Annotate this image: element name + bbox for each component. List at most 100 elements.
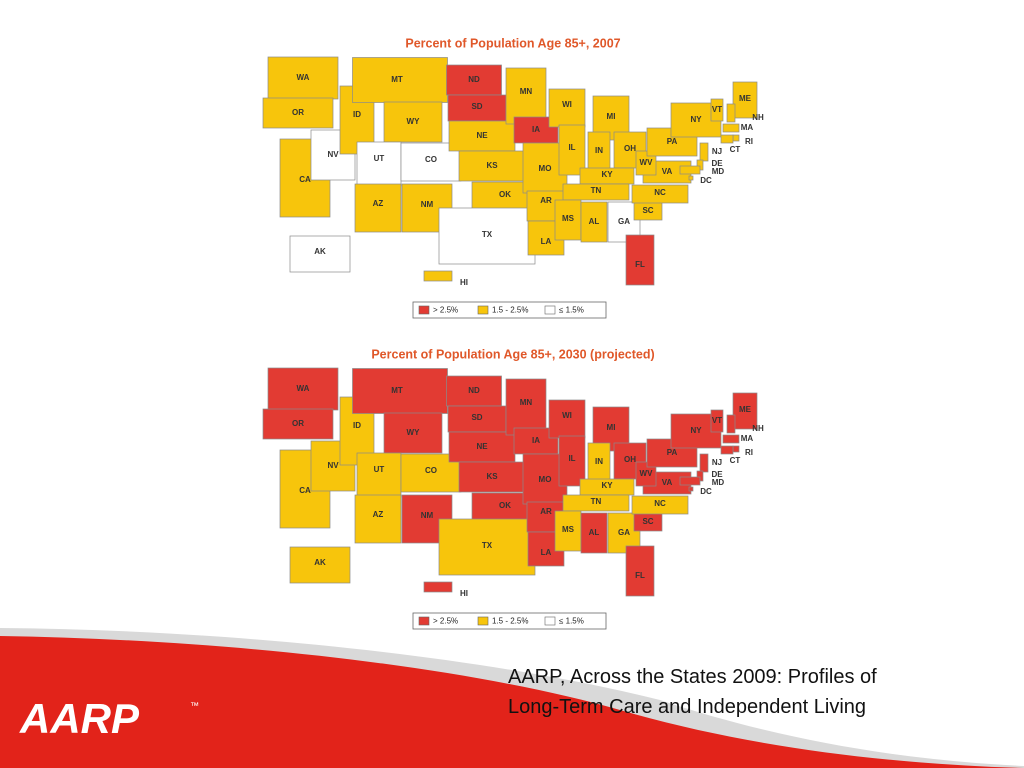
state: [726, 414, 736, 434]
state-label: FL: [635, 571, 645, 580]
state-label: HI: [460, 589, 468, 598]
state: [423, 270, 453, 282]
state-label: ND: [468, 75, 480, 84]
state: [438, 207, 536, 265]
state-label: FL: [635, 260, 645, 269]
state: [558, 124, 586, 176]
state: [699, 142, 709, 162]
legend-label: ≤ 1.5%: [559, 617, 584, 626]
state-label: MI: [607, 423, 616, 432]
state: [558, 435, 586, 487]
logo: AARP: [19, 695, 140, 742]
state-label: CO: [425, 466, 437, 475]
state-label: AL: [589, 528, 600, 537]
state-label: IA: [532, 125, 540, 134]
state-label: VA: [662, 167, 673, 176]
state-label: DE: [711, 470, 723, 479]
state-label: VA: [662, 478, 673, 487]
state: [448, 431, 516, 463]
state-label: UT: [374, 154, 385, 163]
legend-label: > 2.5%: [433, 306, 458, 315]
state-label: NV: [327, 150, 339, 159]
state-label: MS: [562, 525, 575, 534]
state: [447, 94, 507, 122]
state-label: TX: [482, 230, 493, 239]
state-label: SD: [471, 413, 482, 422]
legend-swatch: [477, 616, 489, 626]
state: [354, 494, 402, 544]
state-label: KY: [601, 170, 613, 179]
state-label: RI: [745, 137, 753, 146]
state-label: OH: [624, 144, 636, 153]
state-label: WI: [562, 100, 572, 109]
state-label: IN: [595, 146, 603, 155]
state: [289, 546, 351, 584]
caption-line: AARP, Across the States 2009: Profiles o…: [508, 666, 877, 688]
state: [732, 392, 758, 430]
state-label: TN: [591, 497, 602, 506]
state-label: OK: [499, 190, 511, 199]
state-label: MA: [741, 123, 754, 132]
state-label: GA: [618, 217, 630, 226]
state: [679, 165, 701, 175]
state-label: KS: [486, 161, 498, 170]
state: [631, 495, 689, 515]
state-label: NJ: [712, 458, 722, 467]
state-label: SC: [642, 517, 653, 526]
state-label: IA: [532, 436, 540, 445]
state-label: WV: [640, 469, 654, 478]
state: [548, 399, 586, 439]
state-label: AL: [589, 217, 600, 226]
state-label: HI: [460, 278, 468, 287]
state: [423, 581, 453, 593]
legend-box: [412, 612, 607, 630]
footer-band: [0, 636, 1024, 768]
legend-box: [412, 301, 607, 319]
state-label: RI: [745, 448, 753, 457]
state-label: TN: [591, 186, 602, 195]
state: [631, 184, 689, 204]
state-label: CT: [730, 456, 741, 465]
state: [505, 67, 547, 125]
state-label: ID: [353, 110, 361, 119]
state-label: NC: [654, 188, 666, 197]
state-label: NM: [421, 200, 434, 209]
state-label: AK: [314, 247, 326, 256]
state: [710, 98, 724, 122]
state: [635, 150, 657, 176]
state: [548, 88, 586, 128]
state: [625, 234, 655, 286]
state: [562, 183, 630, 201]
state-label: CA: [299, 175, 311, 184]
state: [720, 134, 734, 144]
state-label: DE: [711, 159, 723, 168]
state-label: NY: [690, 115, 702, 124]
state-label: SD: [471, 102, 482, 111]
state: [710, 409, 724, 433]
state-label: NH: [752, 113, 764, 122]
state: [562, 494, 630, 512]
state-label: MI: [607, 112, 616, 121]
state: [625, 545, 655, 597]
state: [356, 141, 402, 187]
state-label: MD: [712, 478, 725, 487]
state: [447, 405, 507, 433]
legend-swatch: [477, 305, 489, 315]
state: [732, 445, 740, 453]
state-label: SC: [642, 206, 653, 215]
state-label: CA: [299, 486, 311, 495]
state: [446, 375, 502, 407]
state: [352, 57, 448, 103]
state: [635, 461, 657, 487]
state: [679, 476, 701, 486]
state: [732, 81, 758, 119]
logo-trademark: ™: [190, 700, 199, 710]
state: [354, 183, 402, 233]
state-label: MO: [539, 164, 552, 173]
map-title: Percent of Population Age 85+, 2007: [405, 36, 620, 50]
state: [458, 150, 526, 182]
state-label: DC: [700, 487, 712, 496]
state-label: LA: [541, 548, 552, 557]
state-label: ME: [739, 405, 752, 414]
